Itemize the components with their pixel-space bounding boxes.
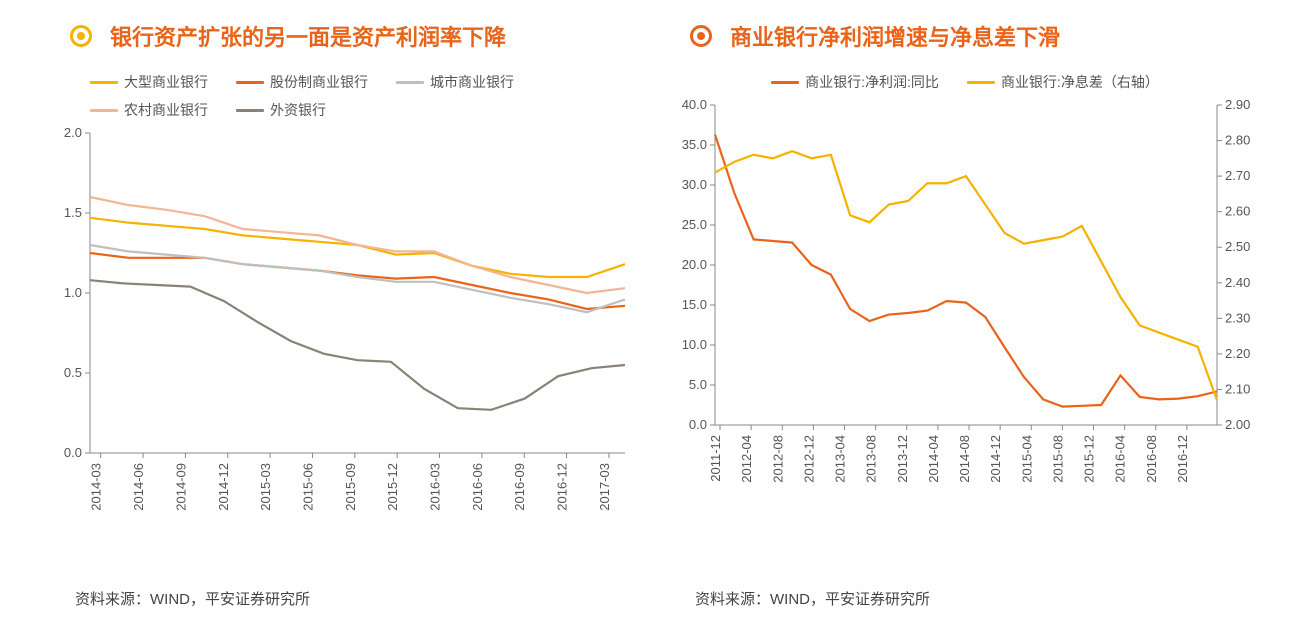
legend-swatch (967, 81, 995, 84)
svg-text:2015-12: 2015-12 (385, 463, 400, 511)
legend-label: 城市商业银行 (430, 72, 514, 92)
left-title: 银行资产扩张的另一面是资产利润率下降 (110, 20, 506, 52)
legend-swatch (90, 81, 118, 84)
legend-swatch (236, 109, 264, 112)
svg-text:2012-12: 2012-12 (801, 435, 816, 483)
svg-text:2016-04: 2016-04 (1113, 435, 1128, 483)
left-panel: 银行资产扩张的另一面是资产利润率下降 大型商业银行 股份制商业银行 城市商业银行农村… (30, 20, 650, 609)
legend-swatch (90, 109, 118, 112)
legend-label: 商业银行:净息差（右轴） (1001, 72, 1159, 92)
svg-text:2013-12: 2013-12 (895, 435, 910, 483)
legend-swatch (771, 81, 799, 84)
svg-text:2012-04: 2012-04 (739, 435, 754, 483)
svg-text:2.60: 2.60 (1225, 204, 1250, 219)
legend-item: 外资银行 (236, 100, 326, 120)
right-panel: 商业银行净利润增速与净息差下滑 商业银行:净利润:同比商业银行:净息差（右轴） … (650, 20, 1280, 609)
svg-text:2012-08: 2012-08 (770, 435, 785, 483)
svg-text:30.0: 30.0 (682, 177, 707, 192)
legend-item: 农村商业银行 (90, 100, 208, 120)
svg-text:2015-04: 2015-04 (1019, 435, 1034, 483)
svg-text:2015-03: 2015-03 (258, 463, 273, 511)
legend-label: 农村商业银行 (124, 100, 208, 120)
legend-label: 大型商业银行 (124, 72, 208, 92)
svg-text:2017-03: 2017-03 (597, 463, 612, 511)
svg-text:2016-12: 2016-12 (1175, 435, 1190, 483)
svg-text:2016-09: 2016-09 (512, 463, 527, 511)
right-title-row: 商业银行净利润增速与净息差下滑 (690, 20, 1265, 52)
svg-text:2.00: 2.00 (1225, 417, 1250, 432)
svg-text:2016-08: 2016-08 (1144, 435, 1159, 483)
left-chart: 0.0 0.5 1.0 1.5 2.0 2014-03 2014-06 2014-09 2014… (45, 128, 635, 582)
svg-text:2014-04: 2014-04 (926, 435, 941, 483)
right-chart: 0.0 5.0 10.0 15.0 20.0 25.0 30.0 35.0 40.0 2.00 2.… (665, 100, 1265, 582)
legend-label: 外资银行 (270, 100, 326, 120)
legend-swatch (396, 81, 424, 84)
svg-text:25.0: 25.0 (682, 217, 707, 232)
target-icon (690, 25, 712, 47)
right-legend: 商业银行:净利润:同比 商业银行:净息差（右轴） (665, 72, 1265, 92)
legend-label: 商业银行:净利润:同比 (805, 72, 939, 92)
svg-text:10.0: 10.0 (682, 337, 707, 352)
svg-text:15.0: 15.0 (682, 297, 707, 312)
svg-text:2016-06: 2016-06 (470, 463, 485, 511)
svg-text:2.70: 2.70 (1225, 168, 1250, 183)
left-source: 资料来源：WIND，平安证券研究所 (75, 588, 635, 609)
svg-text:2014-03: 2014-03 (89, 463, 104, 511)
right-source: 资料来源：WIND，平安证券研究所 (695, 588, 1265, 609)
legend-item: 商业银行:净利润:同比 (771, 72, 939, 92)
svg-text:1.5: 1.5 (64, 205, 82, 220)
svg-text:20.0: 20.0 (682, 257, 707, 272)
legend-item: 股份制商业银行 (236, 72, 368, 92)
svg-text:2013-08: 2013-08 (864, 435, 879, 483)
svg-text:35.0: 35.0 (682, 137, 707, 152)
svg-text:2014-09: 2014-09 (173, 463, 188, 511)
target-icon (70, 25, 92, 47)
svg-text:1.0: 1.0 (64, 285, 82, 300)
svg-text:0.0: 0.0 (64, 445, 82, 460)
svg-text:0.5: 0.5 (64, 365, 82, 380)
svg-text:2015-09: 2015-09 (343, 463, 358, 511)
svg-text:2015-12: 2015-12 (1082, 435, 1097, 483)
svg-text:2.40: 2.40 (1225, 275, 1250, 290)
left-legend: 大型商业银行 股份制商业银行 城市商业银行农村商业银行 外资银行 (90, 72, 635, 120)
right-title: 商业银行净利润增速与净息差下滑 (730, 20, 1060, 52)
svg-text:2015-08: 2015-08 (1050, 435, 1065, 483)
svg-text:2011-12: 2011-12 (708, 435, 723, 482)
legend-label: 股份制商业银行 (270, 72, 368, 92)
svg-text:2013-04: 2013-04 (833, 435, 848, 483)
legend-item: 商业银行:净息差（右轴） (967, 72, 1159, 92)
legend-swatch (236, 81, 264, 84)
legend-item: 大型商业银行 (90, 72, 208, 92)
legend-item: 城市商业银行 (396, 72, 514, 92)
svg-text:2.80: 2.80 (1225, 133, 1250, 148)
svg-text:2.10: 2.10 (1225, 381, 1250, 396)
svg-text:2014-12: 2014-12 (216, 463, 231, 511)
svg-text:5.0: 5.0 (689, 377, 707, 392)
svg-text:2014-12: 2014-12 (988, 435, 1003, 483)
svg-text:2014-06: 2014-06 (131, 463, 146, 511)
svg-text:2.30: 2.30 (1225, 310, 1250, 325)
svg-text:2.90: 2.90 (1225, 100, 1250, 112)
svg-text:2.50: 2.50 (1225, 239, 1250, 254)
svg-text:2014-08: 2014-08 (957, 435, 972, 483)
svg-text:40.0: 40.0 (682, 100, 707, 112)
svg-text:2016-12: 2016-12 (555, 463, 570, 511)
svg-text:2.20: 2.20 (1225, 346, 1250, 361)
svg-text:2016-03: 2016-03 (428, 463, 443, 511)
left-title-row: 银行资产扩张的另一面是资产利润率下降 (70, 20, 635, 52)
svg-text:2015-06: 2015-06 (300, 463, 315, 511)
svg-text:0.0: 0.0 (689, 417, 707, 432)
svg-text:2.0: 2.0 (64, 128, 82, 140)
